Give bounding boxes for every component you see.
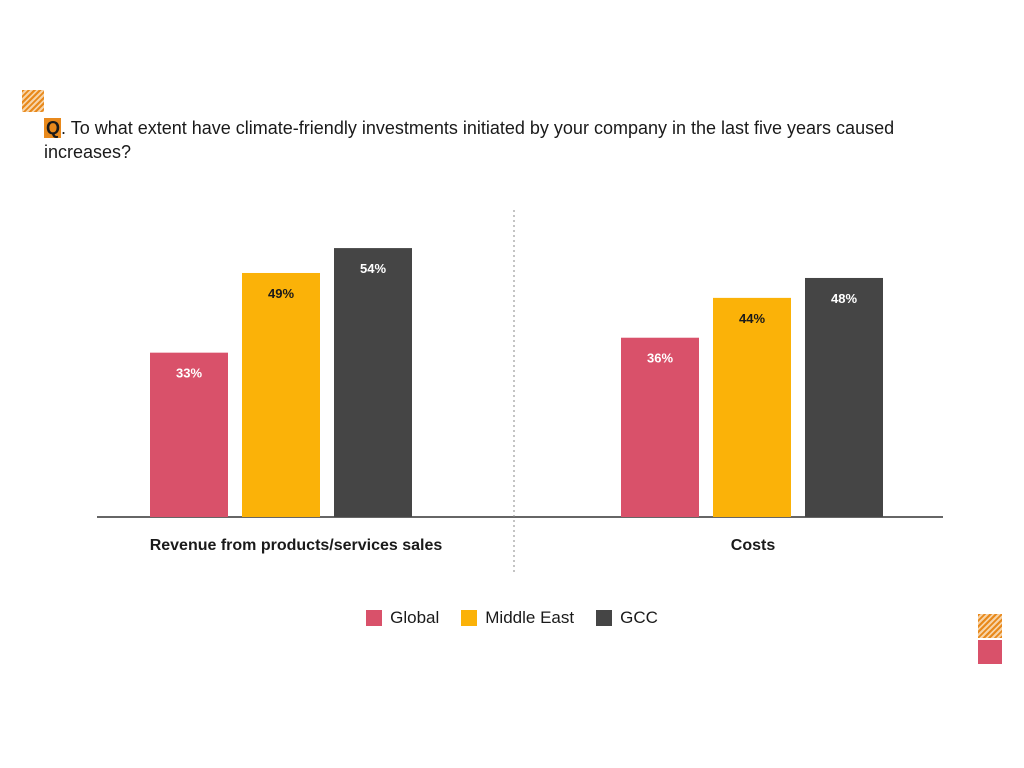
- question-text: . To what extent have climate-friendly i…: [44, 118, 895, 162]
- bar-global-1: [621, 337, 699, 517]
- bar-global-0: [150, 352, 228, 517]
- legend-swatch: [596, 610, 613, 626]
- legend-label: Middle East: [485, 608, 575, 627]
- data-label: 48%: [831, 291, 857, 306]
- chart-legend: Global Middle East GCC: [0, 608, 1024, 628]
- data-label: 44%: [739, 311, 765, 326]
- legend-label: GCC: [620, 608, 658, 627]
- legend-item: Global: [366, 608, 439, 628]
- bar-middle-east-1: [713, 297, 791, 517]
- data-label: 49%: [268, 286, 294, 301]
- legend-label: Global: [390, 608, 440, 627]
- legend-swatch: [461, 610, 478, 626]
- data-label: 54%: [360, 261, 386, 276]
- bar-middle-east-0: [242, 272, 320, 517]
- survey-question: Q. To what extent have climate-friendly …: [44, 116, 984, 164]
- question-marker: Q: [44, 118, 62, 138]
- decorative-hatched-square: [978, 614, 1002, 638]
- data-label: 33%: [176, 366, 202, 381]
- category-label: Revenue from products/services sales: [150, 537, 443, 554]
- legend-item: Middle East: [461, 608, 574, 628]
- bar-gcc-0: [334, 248, 412, 517]
- legend-swatch: [366, 610, 383, 626]
- legend-item: GCC: [596, 608, 658, 628]
- decorative-solid-square: [978, 640, 1002, 664]
- data-label: 36%: [647, 351, 673, 366]
- category-label: Costs: [731, 537, 776, 554]
- decorative-hatched-square: [22, 90, 44, 112]
- bar-gcc-1: [805, 277, 883, 517]
